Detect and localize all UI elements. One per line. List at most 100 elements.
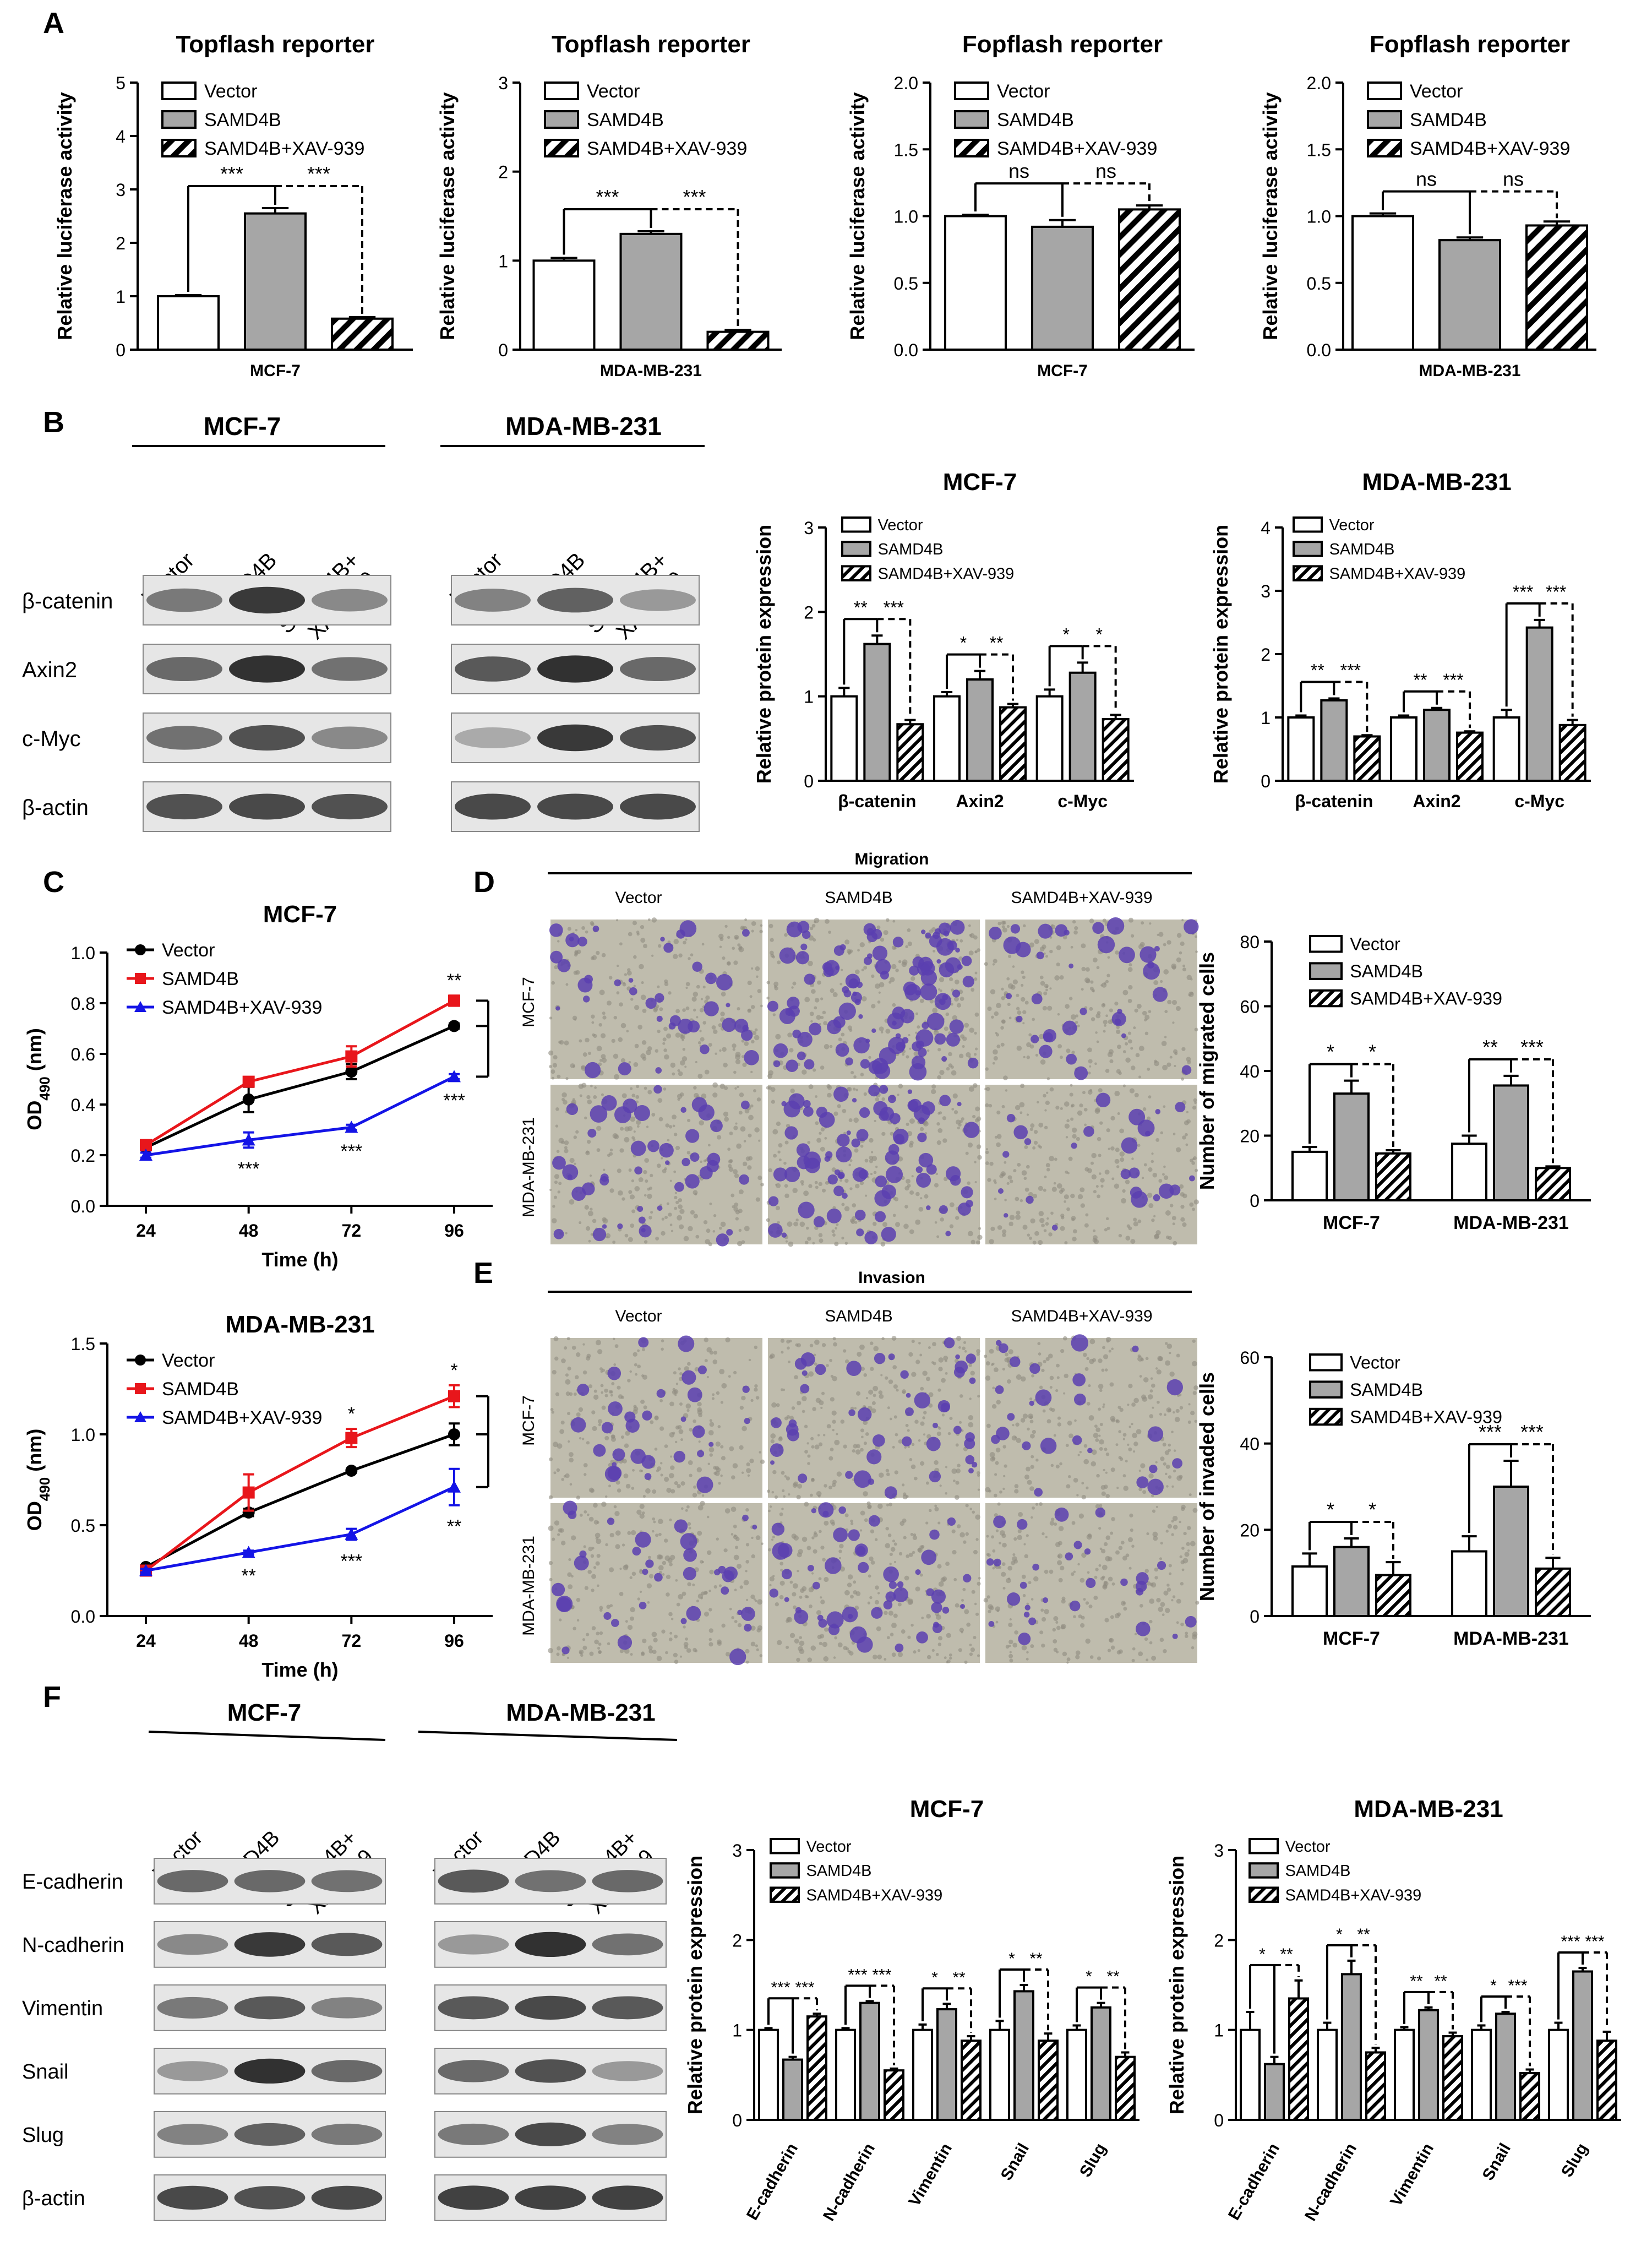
stained-cell xyxy=(1019,1581,1027,1589)
legend-label: SAMD4B+XAV-939 xyxy=(806,1886,943,1904)
micrograph-pore xyxy=(754,1035,760,1041)
micrograph-pore xyxy=(1081,943,1086,949)
micrograph-pore xyxy=(1108,1638,1113,1642)
micrograph-pore xyxy=(1095,1504,1100,1509)
micrograph-background xyxy=(768,1503,980,1663)
micrograph-pore xyxy=(1181,1568,1185,1571)
micrograph-pore xyxy=(985,1361,990,1366)
group-label: MDA-MB-231 xyxy=(1453,1212,1569,1233)
bar-vector xyxy=(1317,2028,1338,2122)
micrograph-pore xyxy=(1164,1342,1168,1345)
micrograph-pore xyxy=(699,1030,702,1032)
micrograph-pore xyxy=(709,1350,713,1355)
micrograph-pore xyxy=(554,965,558,970)
micrograph-pore xyxy=(564,1149,569,1154)
micrograph-pore xyxy=(663,1026,668,1031)
group-label: c-Myc xyxy=(1057,791,1108,811)
micrograph-pore xyxy=(678,1198,683,1203)
stained-cell xyxy=(744,1623,752,1632)
micrograph-pore xyxy=(1086,978,1091,983)
micrograph-pore xyxy=(1044,983,1049,988)
stained-cell xyxy=(1031,993,1043,1005)
micrograph-pore xyxy=(945,1012,950,1016)
micrograph-pore xyxy=(769,1505,772,1508)
micrograph-pore xyxy=(708,1608,712,1612)
micrograph-pore xyxy=(975,1514,980,1520)
micrograph-pore xyxy=(825,918,830,924)
micrograph-pore xyxy=(1158,1606,1164,1612)
sig-label: *** xyxy=(1513,582,1533,602)
micrograph-pore xyxy=(993,1179,997,1183)
micrograph-pore xyxy=(936,1431,941,1437)
micrograph-pore xyxy=(1163,1462,1166,1466)
micrograph-pore xyxy=(902,1518,907,1523)
micrograph-pore xyxy=(636,1509,642,1515)
micrograph-pore xyxy=(1142,1107,1147,1111)
blot-band xyxy=(537,588,613,613)
micrograph-pore xyxy=(966,1052,971,1058)
micrograph-pore xyxy=(888,1611,893,1616)
micrograph-pore xyxy=(1122,989,1128,996)
x-axis-label: MDA-MB-231 xyxy=(1419,362,1520,380)
micrograph-pore xyxy=(1044,1569,1049,1574)
bar-vector xyxy=(944,215,1007,351)
micrograph-pore xyxy=(596,1148,601,1152)
stained-cell xyxy=(798,1201,815,1219)
stained-cell xyxy=(996,1427,1010,1440)
micrograph-pore xyxy=(823,1021,827,1026)
legend-swatch-1 xyxy=(161,110,197,129)
micrograph-pore xyxy=(614,1344,619,1348)
micrograph-pore xyxy=(794,1638,799,1644)
micrograph-pore xyxy=(892,1003,896,1007)
micrograph-pore xyxy=(1038,1352,1042,1356)
micrograph-pore xyxy=(690,1210,695,1215)
micrograph-pore xyxy=(703,1591,707,1595)
micrograph-pore xyxy=(860,1428,864,1433)
micrograph-pore xyxy=(750,1005,755,1009)
micrograph-pore xyxy=(936,1122,940,1126)
micrograph-pore xyxy=(1034,939,1039,944)
micro-row-label: MCF-7 xyxy=(520,1395,538,1446)
micrograph-pore xyxy=(559,1528,564,1533)
stained-cell xyxy=(556,1595,573,1613)
micrograph-pore xyxy=(857,1351,862,1357)
stained-cell xyxy=(1055,924,1068,937)
micrograph-pore xyxy=(995,1031,998,1035)
stained-cell xyxy=(739,1174,750,1185)
micrograph-pore xyxy=(1018,1511,1023,1517)
micrograph-pore xyxy=(582,1645,587,1650)
stained-cell xyxy=(1120,1578,1128,1586)
micrograph-pore xyxy=(633,1138,636,1141)
stained-cell xyxy=(965,1455,975,1465)
micrograph-pore xyxy=(749,1459,754,1464)
micrograph-pore xyxy=(863,1491,868,1497)
micrograph-pore xyxy=(904,1446,907,1449)
micrograph-pore xyxy=(824,1484,827,1488)
micrograph-pore xyxy=(1055,1620,1059,1624)
micrograph-pore xyxy=(604,1394,608,1397)
micrograph-pore xyxy=(697,1593,704,1599)
micrograph-pore xyxy=(673,954,678,959)
micrograph-pore xyxy=(688,1526,691,1530)
stained-cell xyxy=(842,1606,858,1623)
stained-cell xyxy=(950,1174,961,1186)
sig-label: *** xyxy=(1443,670,1463,690)
micrograph-pore xyxy=(1012,1553,1016,1556)
sig-label: *** xyxy=(1546,582,1566,602)
blot-cell-title: MCF-7 xyxy=(204,412,281,440)
micrograph-pore xyxy=(737,1085,739,1089)
micrograph-pore xyxy=(844,1206,850,1211)
micrograph-pore xyxy=(730,1533,734,1536)
micrograph-pore xyxy=(903,1536,907,1540)
micrograph-pore xyxy=(792,981,797,986)
micrograph-pore xyxy=(1064,1194,1069,1200)
micrograph-pore xyxy=(699,1008,704,1013)
micrograph-pore xyxy=(1144,1031,1149,1036)
legend-label: SAMD4B+XAV-939 xyxy=(1285,1886,1422,1904)
micrograph-pore xyxy=(1011,1560,1016,1565)
micrograph-pore xyxy=(1138,1470,1141,1472)
micrograph-pore xyxy=(1077,1024,1080,1027)
micrograph-pore xyxy=(647,1601,650,1604)
micrograph-pore xyxy=(1100,1549,1106,1554)
sig-label: * xyxy=(1336,1925,1343,1944)
